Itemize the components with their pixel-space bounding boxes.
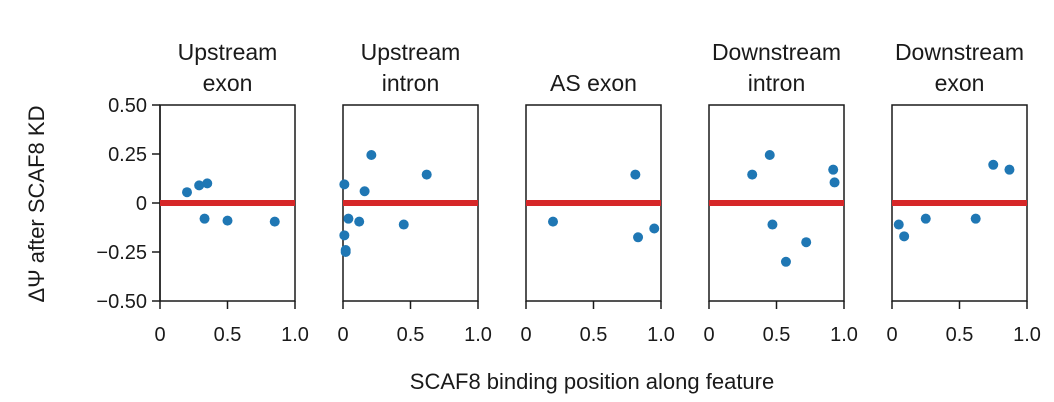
x-tick-label: 1.0	[647, 324, 675, 346]
x-tick-label: 1.0	[464, 324, 492, 346]
data-point	[359, 186, 370, 197]
x-tick-label: 1.0	[1013, 324, 1041, 346]
x-tick-label: 1.0	[830, 324, 858, 346]
y-axis: 0.50 0.25 0 −0.25 −0.50	[96, 95, 161, 313]
data-point	[649, 223, 660, 234]
data-point	[339, 230, 350, 241]
x-tick-label: 0	[337, 324, 348, 346]
data-point	[182, 187, 192, 198]
x-tick-label: 0	[886, 324, 897, 346]
y-axis-label: ΔΨ after SCAF8 KD	[24, 106, 49, 303]
data-point	[899, 231, 910, 242]
x-tick-label: 0	[154, 324, 165, 346]
data-point	[747, 169, 758, 180]
data-point	[1004, 164, 1015, 175]
x-tick-label: 0.5	[763, 324, 791, 346]
data-point	[920, 213, 931, 224]
y-tick-label: −0.50	[96, 291, 147, 313]
panel-title: Downstream	[895, 39, 1024, 65]
y-tick-label: 0	[136, 193, 147, 215]
data-point	[199, 213, 210, 224]
data-point	[828, 164, 839, 175]
data-point	[398, 219, 409, 230]
x-tick-label: 0	[703, 324, 714, 346]
x-tick-label: 0.5	[946, 324, 974, 346]
panel-title: intron	[748, 70, 806, 96]
x-axis-label: SCAF8 binding position along feature	[410, 369, 774, 394]
data-point	[633, 232, 644, 243]
data-point	[801, 237, 812, 248]
panel-title: AS exon	[550, 70, 637, 96]
panel-title: Upstream	[178, 39, 278, 65]
y-tick-label: 0.50	[108, 95, 147, 117]
panels: Upstream exon 0 0.5 1.0 Upstream intron 0 0.5 1.0…	[154, 39, 1040, 346]
panel-4: Downstream intron 0 0.5 1.0	[703, 39, 857, 346]
data-point	[988, 159, 999, 170]
data-point	[366, 149, 377, 160]
x-tick-label: 0.5	[397, 324, 425, 346]
x-tick-label: 1.0	[281, 324, 309, 346]
data-point	[548, 216, 558, 227]
data-point	[767, 219, 778, 230]
x-tick-label: 0.5	[214, 324, 242, 346]
data-point	[222, 215, 233, 226]
data-point	[340, 247, 351, 257]
data-point	[893, 219, 904, 230]
data-point	[421, 169, 432, 180]
panel-title: intron	[382, 70, 440, 96]
y-tick-label: 0.25	[108, 144, 147, 166]
data-point	[269, 216, 280, 227]
data-point	[339, 179, 350, 190]
panel-title: exon	[203, 70, 253, 96]
data-point	[764, 149, 775, 160]
data-point	[780, 256, 791, 267]
panel-title: exon	[935, 70, 985, 96]
panel-title: Downstream	[712, 39, 841, 65]
data-point	[829, 177, 840, 188]
data-point	[343, 213, 354, 224]
panel-5: Downstream exon 0 0.5 1.0	[886, 39, 1040, 346]
panel-2: Upstream intron 0 0.5 1.0	[337, 39, 491, 346]
x-tick-label: 0	[520, 324, 531, 346]
panel-title: Upstream	[361, 39, 461, 65]
data-point	[354, 216, 365, 227]
data-point	[970, 213, 981, 224]
panel-3: AS exon 0 0.5 1.0	[520, 70, 674, 346]
y-tick-label: −0.25	[96, 242, 147, 264]
x-tick-label: 0.5	[580, 324, 608, 346]
panel-1: Upstream exon 0 0.5 1.0	[154, 39, 308, 346]
data-point	[630, 169, 641, 180]
data-point	[194, 180, 205, 191]
data-point	[202, 178, 213, 189]
